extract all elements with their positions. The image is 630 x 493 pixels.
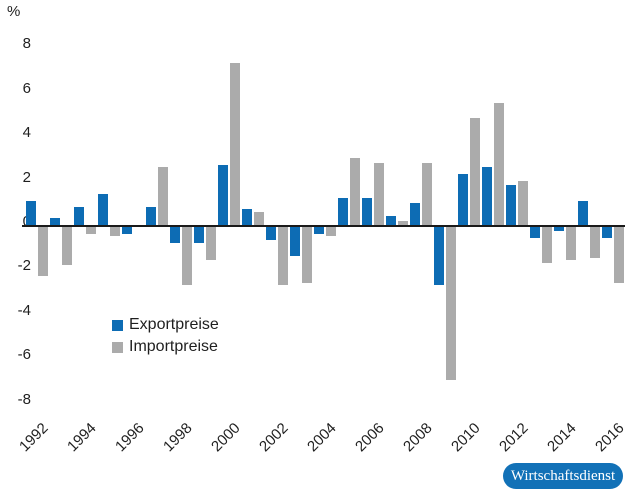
export-bar-1993 <box>50 218 60 225</box>
import-bar-2009 <box>446 227 456 380</box>
export-bar-2010 <box>458 174 468 225</box>
import-bar-2010 <box>470 118 480 225</box>
x-tick-label-1994: 1994 <box>64 419 100 456</box>
import-bar-2002 <box>278 227 288 285</box>
import-bar-1994 <box>86 227 96 234</box>
export-bar-2007 <box>386 216 396 225</box>
import-bar-2006 <box>374 163 384 225</box>
x-tick-label-2016: 2016 <box>592 419 628 456</box>
x-tick-label-2010: 2010 <box>448 419 484 456</box>
import-bar-2005 <box>350 158 360 225</box>
export-bar-2000 <box>218 165 228 225</box>
import-bar-2013 <box>542 227 552 263</box>
y-tick-label--4: -4 <box>17 302 31 319</box>
x-tick-label-2012: 2012 <box>496 419 532 456</box>
import-bar-2011 <box>494 103 504 225</box>
y-tick-label--2: -2 <box>17 257 31 274</box>
y-tick-label-4: 4 <box>22 124 31 141</box>
x-tick-label-2008: 2008 <box>400 419 436 456</box>
x-tick-label-2002: 2002 <box>256 419 292 456</box>
y-axis-unit-label: % <box>7 3 21 20</box>
import-legend-label: Importpreise <box>129 338 218 355</box>
export-bar-2006 <box>362 198 372 225</box>
import-bar-2016 <box>614 227 624 283</box>
export-bar-2014 <box>554 227 564 231</box>
export-bar-2015 <box>578 201 588 225</box>
export-bar-1999 <box>194 227 204 243</box>
import-bar-2004 <box>326 227 336 236</box>
y-tick-label-6: 6 <box>22 80 31 97</box>
x-tick-label-1998: 1998 <box>160 419 196 456</box>
x-tick-label-2004: 2004 <box>304 419 340 456</box>
export-bar-2008 <box>410 203 420 225</box>
y-tick-label--6: -6 <box>17 346 31 363</box>
import-bar-2001 <box>254 212 264 225</box>
y-tick-label--8: -8 <box>17 391 31 408</box>
import-bar-2012 <box>518 181 528 225</box>
export-bar-1998 <box>170 227 180 243</box>
export-bar-2005 <box>338 198 348 225</box>
y-tick-label-8: 8 <box>22 35 31 52</box>
import-bar-2015 <box>590 227 600 258</box>
export-bar-1996 <box>122 227 132 234</box>
export-bar-2004 <box>314 227 324 234</box>
export-bar-2003 <box>290 227 300 256</box>
x-tick-label-1992: 1992 <box>16 419 52 456</box>
export-bar-2011 <box>482 167 492 225</box>
x-tick-label-2006: 2006 <box>352 419 388 456</box>
import-bar-1995 <box>110 227 120 236</box>
wirtschaftsdienst-badge[interactable]: Wirtschaftsdienst <box>503 463 623 489</box>
export-bar-2009 <box>434 227 444 285</box>
import-bar-2014 <box>566 227 576 260</box>
export-bar-2016 <box>602 227 612 238</box>
import-bar-2008 <box>422 163 432 225</box>
export-bar-2013 <box>530 227 540 238</box>
import-bar-1993 <box>62 227 72 265</box>
export-bar-2001 <box>242 209 252 225</box>
import-bar-1992 <box>38 227 48 276</box>
import-bar-2000 <box>230 63 240 225</box>
import-bar-1997 <box>158 167 168 225</box>
export-bar-1992 <box>26 201 36 225</box>
legend-row-import: Importpreise <box>112 336 219 358</box>
import-bar-2003 <box>302 227 312 283</box>
x-tick-label-1996: 1996 <box>112 419 148 456</box>
import-bar-2007 <box>398 221 408 225</box>
export-legend-label: Exportpreise <box>129 316 219 333</box>
import-legend-swatch-icon <box>112 341 123 353</box>
import-bar-1998 <box>182 227 192 285</box>
legend-row-export: Exportpreise <box>112 314 219 336</box>
export-legend-swatch-icon <box>112 319 123 331</box>
legend: Exportpreise Importpreise <box>112 314 219 358</box>
export-bar-1997 <box>146 207 156 225</box>
export-bar-2002 <box>266 227 276 240</box>
export-bar-2012 <box>506 185 516 225</box>
export-bar-1995 <box>98 194 108 225</box>
export-bar-1994 <box>74 207 84 225</box>
x-tick-label-2014: 2014 <box>544 419 580 456</box>
x-tick-label-2000: 2000 <box>208 419 244 456</box>
import-bar-1999 <box>206 227 216 260</box>
y-tick-label-2: 2 <box>22 169 31 186</box>
zero-axis-line <box>22 225 625 227</box>
